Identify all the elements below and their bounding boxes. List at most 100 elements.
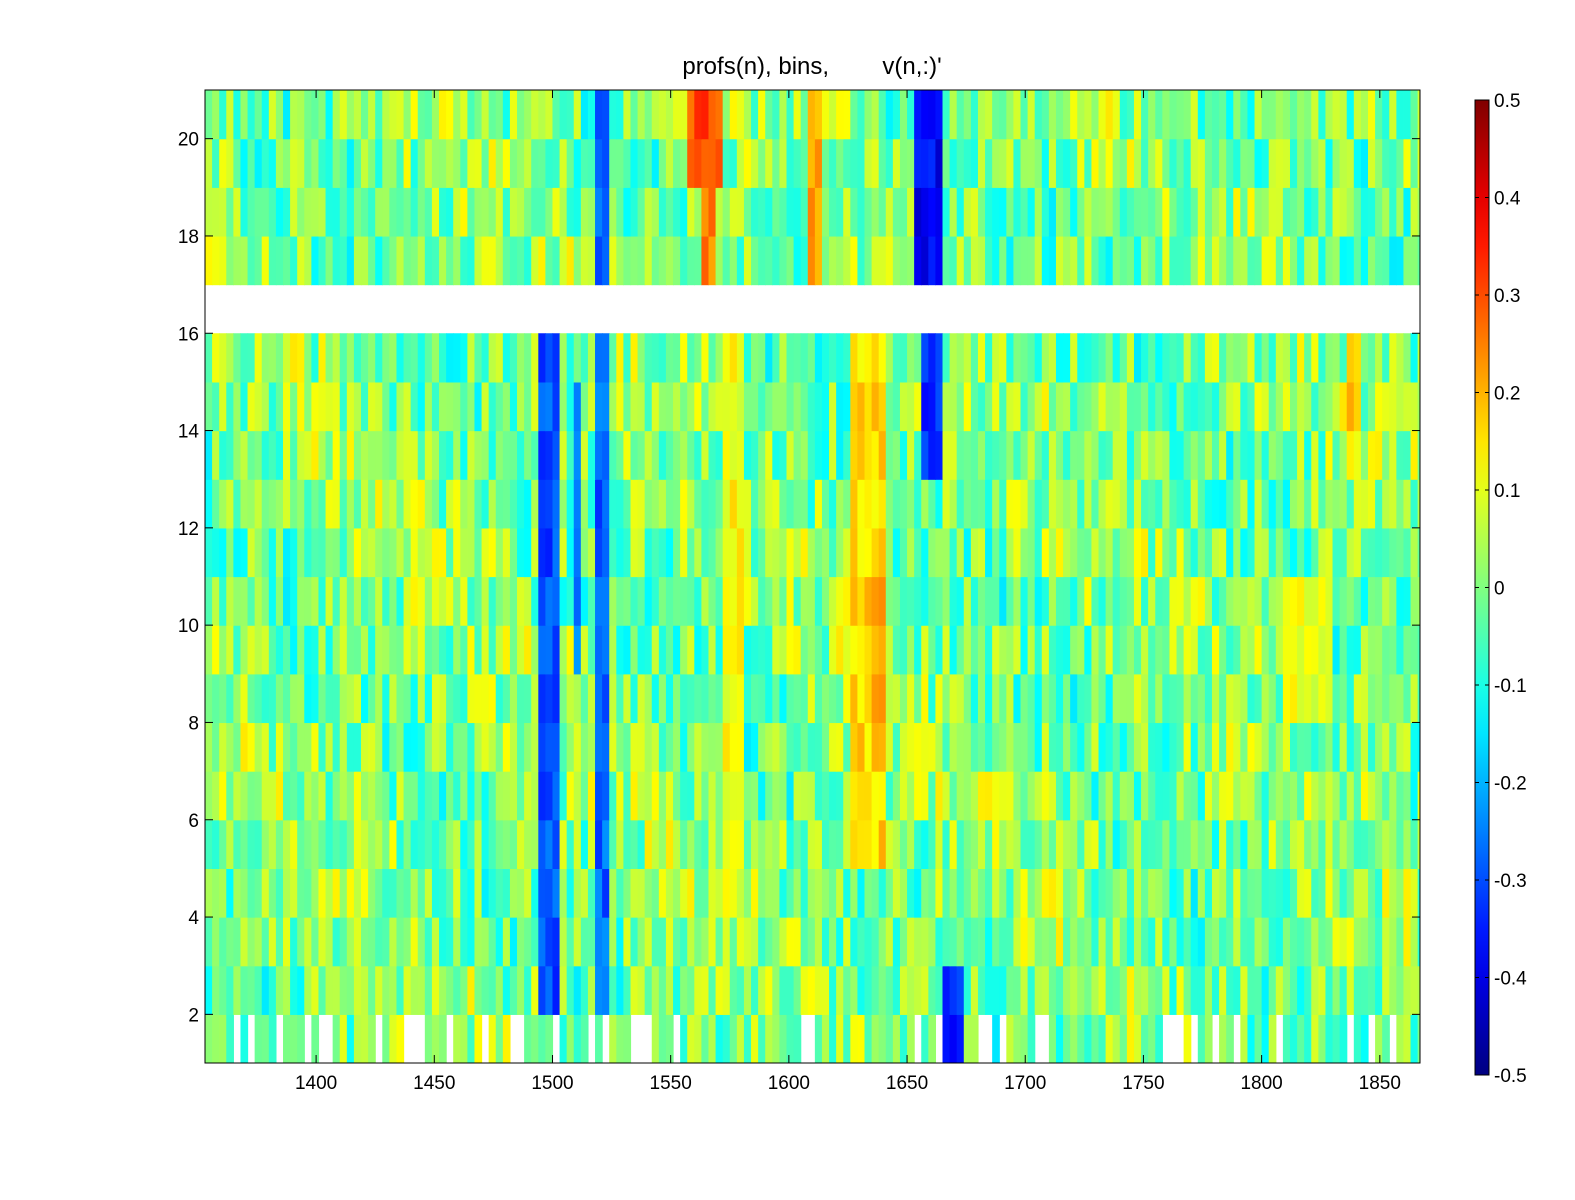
heatmap-cell	[1368, 430, 1376, 480]
heatmap-cell	[1169, 527, 1178, 578]
heatmap-cell	[779, 673, 788, 724]
heatmap-cell	[921, 527, 929, 578]
heatmap-cell	[318, 430, 327, 480]
heatmap-cell	[1176, 333, 1185, 383]
heatmap-cell	[956, 965, 965, 1015]
heatmap-cell	[346, 868, 355, 918]
heatmap-cell	[1289, 722, 1298, 772]
heatmap-cell	[1375, 625, 1383, 675]
heatmap-cell	[970, 381, 979, 432]
heatmap-cell	[949, 625, 958, 675]
heatmap-cell	[892, 381, 901, 432]
heatmap-cell	[694, 1014, 702, 1063]
heatmap-cell	[956, 381, 965, 432]
heatmap-cell	[658, 771, 667, 821]
heatmap-cell	[1240, 771, 1249, 821]
heatmap-cell	[205, 673, 213, 724]
heatmap-cell	[1141, 1014, 1149, 1063]
heatmap-cell	[616, 187, 624, 237]
heatmap-cell	[332, 90, 341, 140]
heatmap-cell	[275, 187, 284, 237]
heatmap-cell	[1297, 771, 1305, 821]
heatmap-cell	[1282, 819, 1291, 869]
heatmap-cell	[1254, 187, 1263, 237]
heatmap-cell	[1119, 722, 1128, 772]
heatmap-cell	[1226, 673, 1234, 724]
heatmap-cell	[715, 138, 724, 188]
heatmap-cell	[403, 673, 412, 724]
heatmap-cell	[665, 771, 674, 821]
heatmap-cell	[1190, 381, 1199, 432]
heatmap-cell	[970, 625, 979, 675]
heatmap-cell	[1162, 187, 1171, 237]
heatmap-cell	[1318, 1014, 1327, 1063]
heatmap-cell	[1197, 1014, 1206, 1063]
heatmap-cell	[1155, 722, 1163, 772]
heatmap-cell	[1353, 771, 1362, 821]
heatmap-cell	[1063, 673, 1071, 724]
heatmap-cell	[587, 527, 596, 578]
heatmap-cell	[758, 965, 766, 1015]
heatmap-cell	[524, 1014, 532, 1063]
heatmap-cell	[297, 576, 305, 626]
heatmap-cell	[892, 625, 901, 675]
heatmap-cell	[446, 819, 454, 869]
heatmap-cell	[474, 381, 483, 432]
heatmap-cell	[1070, 673, 1078, 724]
heatmap-cell	[1013, 771, 1022, 821]
heatmap-cell	[1318, 625, 1327, 675]
heatmap-cell	[396, 1014, 405, 1063]
heatmap-cell	[524, 333, 532, 383]
heatmap-cell	[1297, 479, 1305, 529]
heatmap-cell	[1375, 235, 1383, 286]
heatmap-cell	[864, 527, 873, 578]
heatmap-cell	[559, 868, 568, 918]
heatmap-cell	[382, 771, 390, 821]
heatmap-cell	[680, 90, 688, 140]
heatmap-cell	[247, 673, 256, 724]
heatmap-cell	[538, 576, 546, 626]
heatmap-cell	[1318, 819, 1327, 869]
heatmap-cell	[311, 868, 320, 918]
heatmap-cell	[885, 90, 894, 140]
heatmap-cell	[311, 187, 320, 237]
heatmap-cell	[382, 479, 390, 529]
heatmap-cell	[821, 90, 830, 140]
heatmap-cell	[1233, 138, 1241, 188]
heatmap-cell	[1360, 479, 1369, 529]
heatmap-cell	[453, 722, 461, 772]
heatmap-cell	[275, 90, 284, 140]
heatmap-cell	[1197, 235, 1206, 286]
heatmap-cell	[680, 673, 688, 724]
colorbar-tick-label: 0.1	[1494, 481, 1520, 502]
heatmap-cell	[1176, 235, 1185, 286]
heatmap-cell	[673, 868, 681, 918]
heatmap-cell	[1332, 625, 1341, 675]
heatmap-cell	[467, 673, 476, 724]
heatmap-cell	[1048, 576, 1057, 626]
heatmap-cell	[247, 576, 256, 626]
heatmap-cell	[467, 187, 476, 237]
heatmap-cell	[1041, 187, 1050, 237]
heatmap-cell	[446, 479, 454, 529]
heatmap-cell	[460, 673, 468, 724]
heatmap-cell	[1396, 722, 1405, 772]
heatmap-cell	[1339, 917, 1348, 967]
heatmap-cell	[290, 138, 298, 188]
heatmap-cell	[439, 235, 447, 286]
heatmap-cell	[488, 1014, 497, 1063]
heatmap-cell	[1417, 819, 1420, 869]
heatmap-cell	[1077, 430, 1085, 480]
heatmap-cell	[1098, 868, 1107, 918]
heatmap-cell	[1389, 868, 1397, 918]
heatmap-cell	[1375, 722, 1383, 772]
heatmap-cell	[1098, 138, 1107, 188]
heatmap-cell	[1339, 235, 1348, 286]
heatmap-cell	[829, 187, 837, 237]
heatmap-cell	[1417, 430, 1420, 480]
heatmap-cell	[1389, 771, 1397, 821]
heatmap-cell	[1282, 673, 1291, 724]
heatmap-cell	[985, 479, 993, 529]
heatmap-cell	[1183, 771, 1192, 821]
heatmap-cell	[1155, 819, 1163, 869]
